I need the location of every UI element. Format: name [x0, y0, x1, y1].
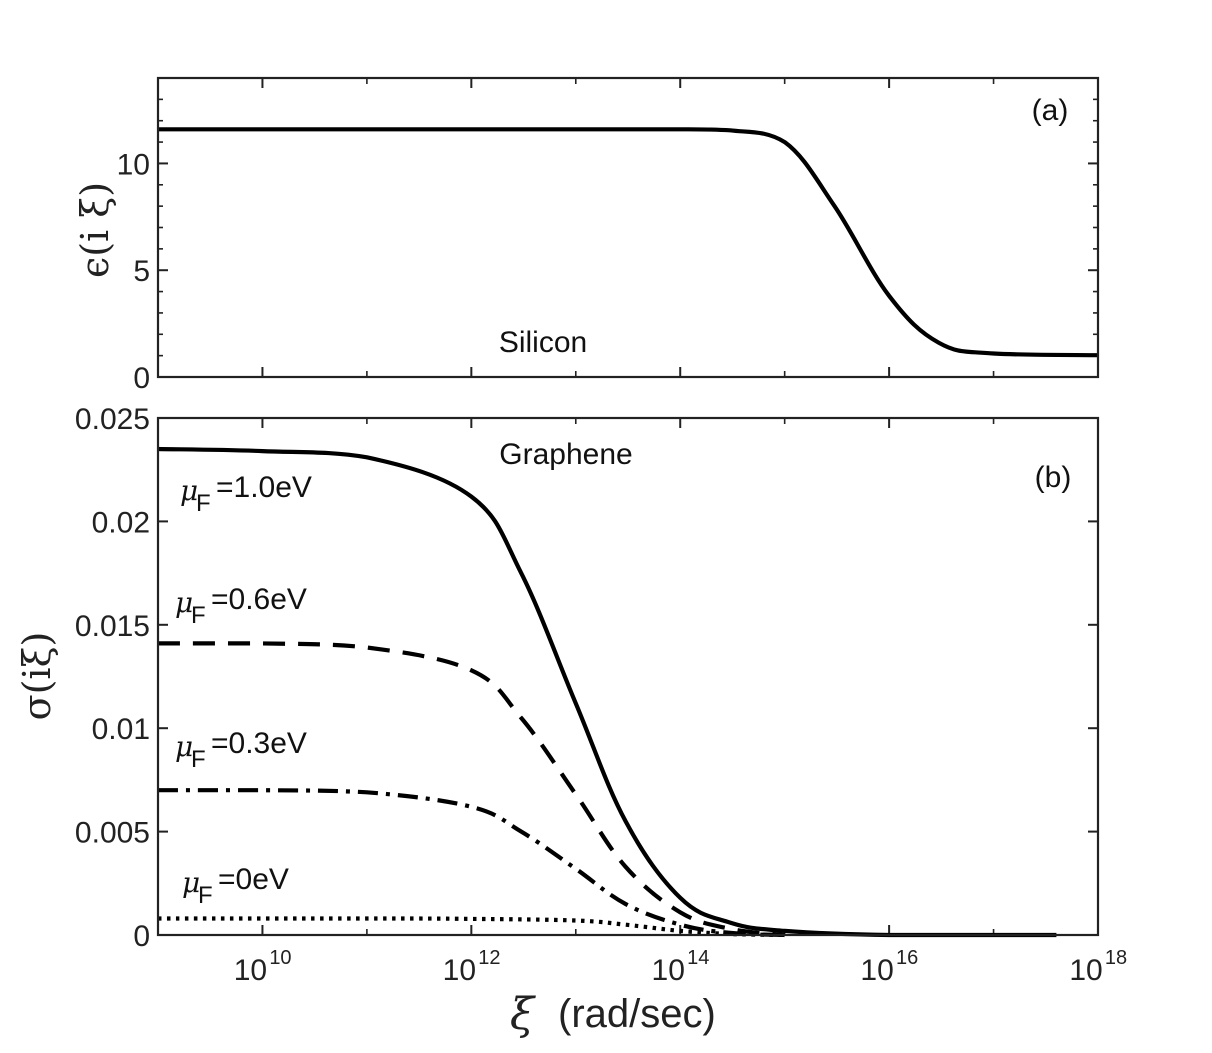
- x-tick-exponent: 12: [478, 947, 500, 969]
- panel-b-y-tick-label: 0.025: [75, 403, 150, 436]
- x-tick-exponent: 16: [896, 947, 918, 969]
- series-label-0.6ev: μ F =0.6eV: [175, 583, 307, 629]
- mu-subscript: F: [198, 882, 213, 909]
- mu-symbol: μ: [182, 866, 200, 899]
- silicon-annotation: Silicon: [499, 326, 587, 359]
- panel-b-y-tick-label: 0.015: [75, 610, 150, 643]
- panel-a-y-tick-label: 10: [117, 148, 150, 181]
- series-label-1.0ev: μ F =1.0eV: [180, 471, 312, 517]
- panel-b-y-tick-label: 0.005: [75, 817, 150, 850]
- x-tick-label: 10: [1069, 954, 1102, 987]
- x-tick-exponent: 18: [1105, 947, 1127, 969]
- x-tick-label: 10: [234, 954, 267, 987]
- mu-subscript: F: [196, 490, 211, 517]
- panel-b-frame: [156, 416, 1100, 937]
- panel-a-frame: [156, 76, 1100, 379]
- graphene-annotation: Graphene: [499, 438, 632, 471]
- panel-a-label: (a): [1032, 94, 1069, 127]
- panel-a-tick-labels: 0 5 10: [117, 148, 150, 395]
- series-label-value: =1.0eV: [216, 471, 312, 504]
- panel-a-ticks: [157, 77, 1099, 378]
- mu-symbol: μ: [180, 474, 198, 507]
- panel-b-curves: [157, 446, 1057, 938]
- mu-symbol: μ: [175, 730, 193, 763]
- panel-b-series-dotted-line: [157, 916, 785, 938]
- x-tick-label: 10: [443, 954, 476, 987]
- series-label-value: =0.6eV: [211, 583, 307, 616]
- mu-subscript: F: [191, 602, 206, 629]
- panel-b-y-axis-label: σ(iξ): [15, 632, 59, 721]
- panel-a-y-tick-label: 0: [133, 362, 150, 395]
- panel-b-series-dashdot-line: [158, 788, 785, 938]
- series-label-0ev: μ F =0eV: [182, 863, 289, 909]
- panel-b-series-solid-line: [157, 446, 1057, 938]
- x-tick-exponent: 10: [269, 947, 291, 969]
- series-label-value: =0.3eV: [211, 727, 307, 760]
- mu-subscript: F: [191, 746, 206, 773]
- panel-a-silicon-permittivity: 0 5 10 (a) Silicon ϵ(i ξ): [73, 76, 1100, 395]
- x-axis-label-unit: (rad/sec): [558, 992, 716, 1036]
- series-label-0.3ev: μ F =0.3eV: [175, 727, 307, 773]
- panel-a-curves: [157, 127, 1099, 358]
- x-tick-label: 10: [652, 954, 685, 987]
- mu-symbol: μ: [175, 586, 193, 619]
- x-tick-exponent: 14: [687, 947, 709, 969]
- panel-a-y-axis-label: ϵ(i ξ): [73, 182, 117, 278]
- panel-b-y-tick-label: 0: [133, 920, 150, 953]
- x-axis-label-symbol: ξ: [510, 989, 537, 1040]
- panel-b-label: (b): [1035, 461, 1072, 494]
- panel-b-y-tick-label: 0.01: [92, 713, 150, 746]
- panel-a-series-solid-line: [157, 127, 1099, 358]
- panel-a-y-tick-label: 5: [133, 255, 150, 288]
- series-label-value: =0eV: [218, 863, 289, 896]
- x-tick-label: 10: [860, 954, 893, 987]
- panel-b-y-tick-label: 0.02: [92, 506, 150, 539]
- panel-b-series-dashed-line: [158, 641, 785, 938]
